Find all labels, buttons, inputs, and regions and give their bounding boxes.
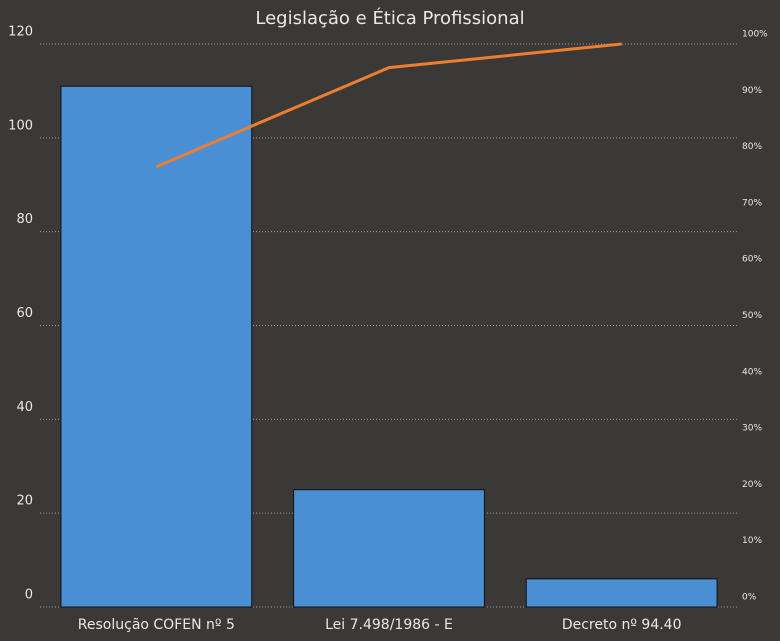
x-tick-label: Decreto nº 94.40 — [562, 617, 682, 633]
bar — [525, 578, 718, 608]
y2-tick-label: 70% — [742, 198, 762, 208]
y2-tick-label: 0% — [742, 593, 757, 603]
y2-tick-label: 40% — [742, 367, 762, 377]
y2-tick-label: 20% — [742, 480, 762, 490]
y2-tick-label: 50% — [742, 311, 762, 321]
y2-tick-label: 90% — [742, 86, 762, 96]
y-tick-label: 80 — [16, 212, 33, 227]
bar — [293, 489, 485, 608]
x-tick-label: Lei 7.498/1986 - E — [325, 617, 453, 633]
y-tick-label: 60 — [16, 306, 33, 321]
chart-title: Legislação e Ética Profissional — [255, 7, 524, 29]
y-tick-label: 20 — [16, 494, 33, 509]
bar — [60, 85, 253, 608]
line — [155, 42, 622, 169]
y2-tick-label: 10% — [742, 536, 762, 546]
y-tick-label: 100 — [8, 118, 33, 133]
x-tick-label: Resolução COFEN nº 5 — [78, 617, 235, 633]
y2-tick-label: 60% — [742, 255, 762, 265]
y2-tick-label: 80% — [742, 142, 762, 152]
y2-tick-label: 100% — [742, 30, 768, 40]
y2-tick-label: 30% — [742, 424, 762, 434]
y-tick-label: 0 — [25, 588, 33, 603]
y-tick-label: 120 — [8, 25, 33, 40]
y-tick-label: 40 — [16, 400, 33, 415]
